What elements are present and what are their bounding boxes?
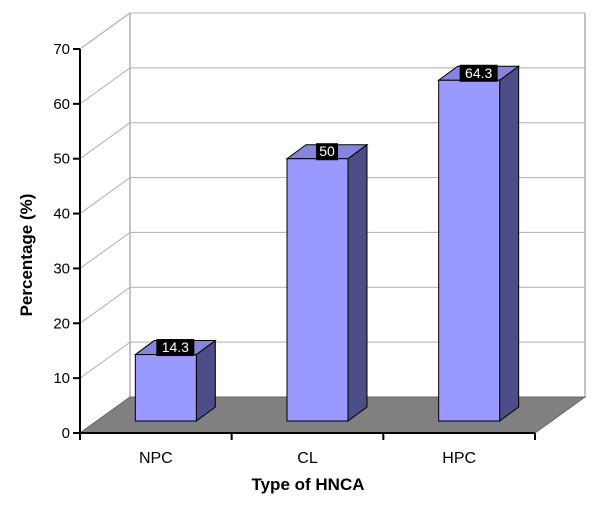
bars — [133, 65, 521, 422]
bar-cl — [285, 143, 369, 422]
y-tick-label: 30 — [53, 260, 70, 277]
y-axis-title: Percentage (%) — [17, 194, 36, 317]
y-tick-label: 60 — [53, 96, 70, 113]
gridline — [79, 286, 585, 324]
gridline — [79, 67, 585, 105]
y-tick-labels: 0 10 20 30 40 50 60 70 — [53, 41, 70, 442]
y-tick-label: 70 — [53, 41, 70, 58]
data-label-text: 50 — [319, 143, 335, 159]
x-tick-label: CL — [297, 450, 318, 467]
data-label-box — [459, 64, 498, 82]
y-tick-label: 10 — [53, 370, 70, 387]
data-label-npc: 14.3 — [156, 339, 195, 357]
y-tick-label: 20 — [53, 315, 70, 332]
data-label-text: 64.3 — [465, 65, 492, 81]
axes — [73, 48, 536, 440]
y-tick-label: 50 — [53, 151, 70, 168]
bar-front — [438, 79, 501, 422]
data-labels: 14.3 50 64.3 — [156, 64, 498, 357]
bar-front — [286, 158, 349, 422]
y-tick-label: 40 — [53, 206, 70, 223]
x-category-labels: NPC CL HPC — [139, 450, 476, 467]
data-label-hpc: 64.3 — [459, 64, 498, 82]
data-label-cl: 50 — [316, 143, 338, 161]
y-tick-label: 0 — [62, 425, 70, 442]
bar-npc — [133, 339, 217, 422]
gridline — [79, 12, 585, 50]
gridline — [79, 341, 585, 379]
data-label-box — [156, 339, 195, 357]
gridline — [79, 177, 585, 214]
bar-side — [499, 65, 520, 422]
x-tick-label: HPC — [442, 450, 476, 467]
bar-hpc — [437, 65, 521, 422]
data-label-box — [316, 143, 338, 161]
bar-front — [134, 354, 197, 422]
data-label-text: 14.3 — [162, 339, 189, 355]
gridline — [79, 122, 585, 160]
x-axis-title: Type of HNCA — [251, 475, 364, 494]
x-tick-label: NPC — [139, 450, 173, 467]
bar-side — [347, 143, 368, 422]
gridline — [79, 231, 585, 269]
